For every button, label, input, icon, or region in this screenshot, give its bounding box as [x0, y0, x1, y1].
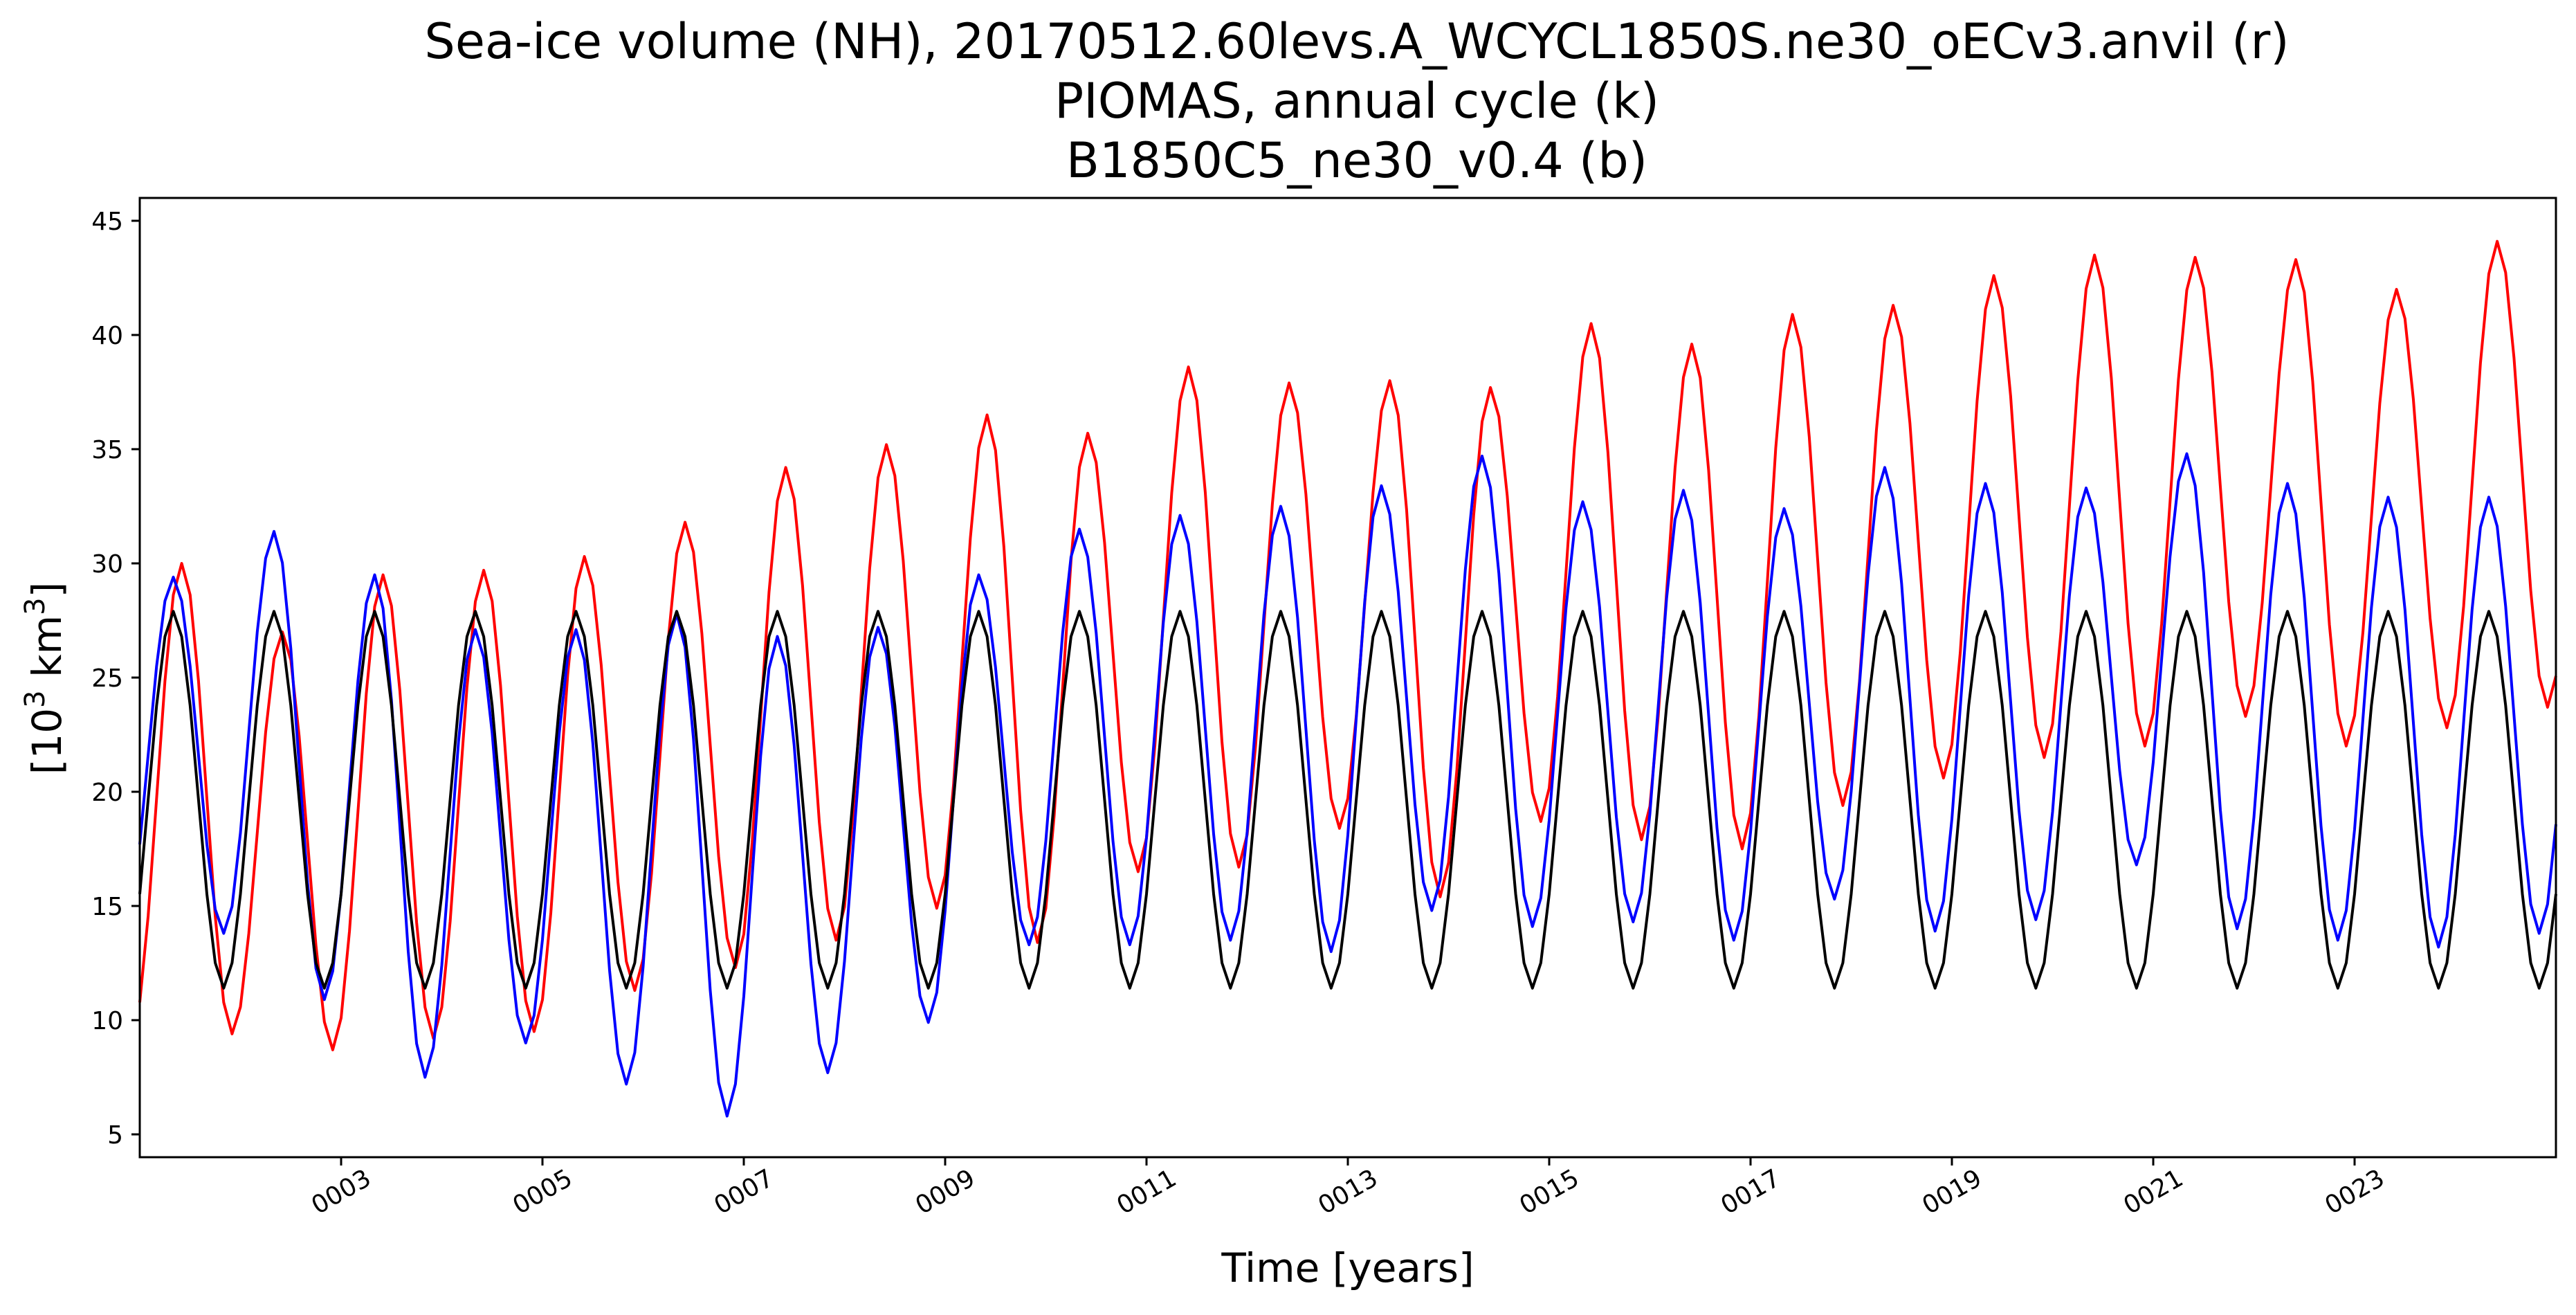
chart-title-line-1: Sea-ice volume (NH), 20170512.60levs.A_W… [424, 13, 2289, 70]
y-tick-label: 5 [107, 1121, 123, 1150]
y-tick-label: 35 [91, 436, 123, 464]
y-axis-label: [103 km3] [19, 582, 71, 775]
chart-title-line-3: B1850C5_ne30_v0.4 (b) [1066, 132, 1647, 189]
series-line-1 [138, 239, 2557, 1051]
y-tick-label: 45 [91, 208, 123, 236]
series-line-3 [138, 610, 2557, 990]
series-line-2 [138, 452, 2557, 1118]
y-tick-label: 25 [91, 664, 123, 693]
y-axis: 5 10 15 20 25 30 35 40 45 [91, 208, 140, 1150]
y-tick-label: 15 [91, 893, 123, 921]
chart-title-line-2: PIOMAS, annual cycle (k) [1054, 73, 1659, 129]
y-tick-label: 40 [91, 322, 123, 350]
y-tick-label: 20 [91, 779, 123, 807]
y-tick-label: 30 [91, 550, 123, 579]
y-tick-label: 10 [91, 1007, 123, 1035]
series-group [138, 239, 2557, 1118]
x-axis-label: Time [years] [1221, 1244, 1474, 1291]
